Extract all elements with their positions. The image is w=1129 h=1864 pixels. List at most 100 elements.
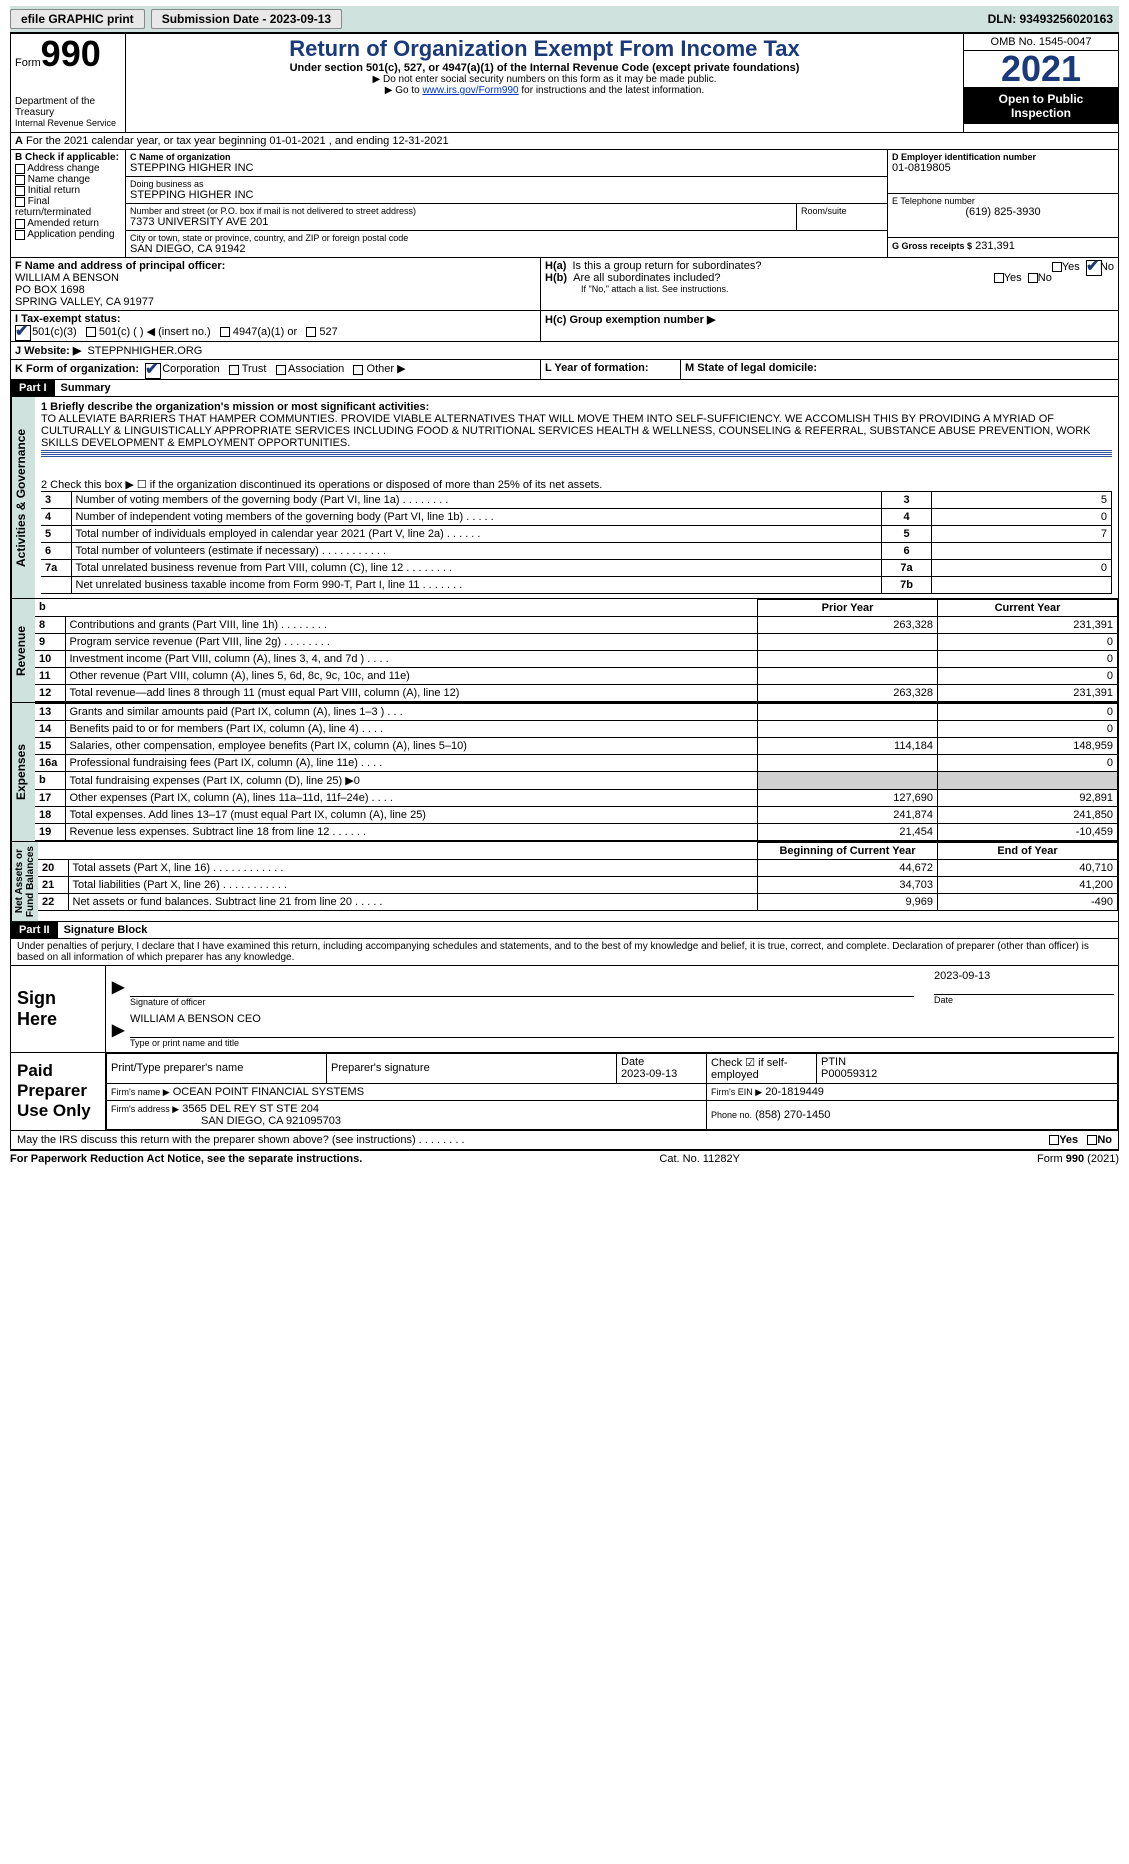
part2-title: Signature Block [58, 922, 154, 938]
website-value: STEPPNHIGHER.ORG [87, 345, 202, 357]
chk-amended[interactable]: Amended return [15, 218, 121, 229]
netassets-table: Beginning of Current Year End of Year20 … [38, 842, 1118, 911]
firm-name: OCEAN POINT FINANCIAL SYSTEMS [173, 1086, 364, 1098]
box-d-label: D Employer identification number [892, 152, 1114, 162]
form-title: Return of Organization Exempt From Incom… [132, 36, 957, 62]
part1-title: Summary [55, 380, 117, 396]
line2-text: 2 Check this box ▶ ☐ if the organization… [41, 478, 1112, 491]
tab-activities: Activities & Governance [11, 397, 35, 598]
phone-value: (619) 825-3930 [892, 206, 1114, 218]
room-label: Room/suite [797, 204, 887, 230]
ein-value: 01-0819805 [892, 162, 1114, 174]
arrow-icon: ▶ [112, 977, 120, 997]
line1-label: 1 Briefly describe the organization's mi… [41, 401, 1112, 413]
chk-address[interactable]: Address change [15, 163, 121, 174]
gross-receipts: 231,391 [975, 240, 1015, 252]
prep-self: Check ☑ if self-employed [707, 1053, 817, 1083]
submission-date-button[interactable]: Submission Date - 2023-09-13 [151, 9, 342, 29]
city-label: City or town, state or province, country… [130, 233, 883, 243]
dba-name: STEPPING HIGHER INC [130, 189, 883, 201]
chk-name[interactable]: Name change [15, 174, 121, 185]
officer-addr1: PO BOX 1698 [15, 284, 536, 296]
tab-expenses: Expenses [11, 703, 35, 841]
irs-link[interactable]: www.irs.gov/Form990 [422, 85, 518, 96]
chk-527[interactable]: 527 [306, 326, 337, 338]
firm-ein: 20-1819449 [765, 1086, 824, 1098]
arrow-icon: ▶ [112, 1020, 120, 1040]
tab-netassets: Net Assets orFund Balances [11, 842, 38, 921]
chk-other[interactable]: Other ▶ [353, 363, 405, 375]
revenue-table: b Prior Year Current Year8 Contributions… [35, 599, 1118, 702]
tab-revenue: Revenue [11, 599, 35, 702]
open-to-public: Open to Public Inspection [964, 88, 1118, 124]
sig-name-value: WILLIAM A BENSON CEO [130, 1013, 1114, 1025]
box-f-label: F Name and address of principal officer: [15, 260, 536, 272]
prep-sig-label: Preparer's signature [327, 1053, 617, 1083]
dln-text: DLN: 93493256020163 [988, 12, 1119, 26]
summary-table: 3 Number of voting members of the govern… [41, 491, 1112, 594]
officer-name: WILLIAM A BENSON [15, 272, 536, 284]
firm-addr2: SAN DIEGO, CA 921095703 [201, 1115, 341, 1127]
mission-text: TO ALLEVIATE BARRIERS THAT HAMPER COMMUN… [41, 413, 1112, 449]
part1-bar: Part I [11, 380, 55, 396]
box-hb: H(b) Are all subordinates included? Yes … [545, 272, 1114, 284]
form-goto: ▶ Go to www.irs.gov/Form990 for instruct… [132, 85, 957, 96]
street-value: 7373 UNIVERSITY AVE 201 [130, 216, 792, 228]
chk-discuss-yes[interactable] [1049, 1135, 1059, 1145]
prep-name-label: Print/Type preparer's name [107, 1053, 327, 1083]
sig-date-label: Date [934, 994, 1114, 1005]
line-a: For the 2021 calendar year, or tax year … [26, 135, 449, 147]
box-m: M State of legal domicile: [681, 360, 1118, 378]
chk-initial[interactable]: Initial return [15, 185, 121, 196]
paid-preparer-label: PaidPreparerUse Only [11, 1053, 106, 1130]
dba-label: Doing business as [130, 179, 883, 189]
footer-right: Form 990 (2021) [1037, 1153, 1119, 1165]
box-ha: H(a) Is this a group return for subordin… [545, 260, 1114, 272]
efile-print-button[interactable]: efile GRAPHIC print [10, 9, 145, 29]
box-j-label: J Website: ▶ [15, 345, 81, 357]
part2-bar: Part II [11, 922, 58, 938]
ptin-value: P00059312 [821, 1068, 877, 1080]
prep-date: 2023-09-13 [621, 1068, 677, 1080]
city-value: SAN DIEGO, CA 91942 [130, 243, 883, 255]
chk-assoc[interactable]: Association [276, 363, 345, 375]
form-number: 990 [41, 33, 101, 74]
sig-officer-label: Signature of officer [130, 996, 914, 1007]
expenses-table: 13 Grants and similar amounts paid (Part… [35, 703, 1118, 841]
sig-date-value: 2023-09-13 [934, 970, 1114, 982]
preparer-table: Print/Type preparer's name Preparer's si… [106, 1053, 1118, 1130]
firm-phone: (858) 270-1450 [755, 1109, 830, 1121]
chk-discuss-no[interactable] [1087, 1135, 1097, 1145]
discuss-text: May the IRS discuss this return with the… [17, 1134, 465, 1146]
sig-name-label: Type or print name and title [130, 1037, 1114, 1048]
box-c-label: C Name of organization [130, 152, 883, 162]
tax-year: 2021 [964, 51, 1118, 88]
box-l: L Year of formation: [541, 360, 681, 378]
irs-text: Internal Revenue Service [15, 118, 121, 128]
form-label: Form990 [15, 38, 121, 70]
form-nossn: ▶ Do not enter social security numbers o… [132, 74, 957, 85]
box-hc-label: H(c) Group exemption number ▶ [545, 314, 715, 326]
penalties-text: Under penalties of perjury, I declare th… [10, 939, 1119, 966]
box-k-label: K Form of organization: [15, 363, 139, 375]
firm-addr1: 3565 DEL REY ST STE 204 [182, 1103, 319, 1115]
box-e-label: E Telephone number [892, 196, 1114, 206]
officer-addr2: SPRING VALLEY, CA 91977 [15, 296, 536, 308]
chk-trust[interactable]: Trust [229, 363, 267, 375]
box-b-label: B Check if applicable: [15, 152, 121, 163]
chk-4947[interactable]: 4947(a)(1) or [220, 326, 297, 338]
footer-mid: Cat. No. 11282Y [659, 1153, 740, 1165]
chk-application[interactable]: Application pending [15, 229, 121, 240]
org-name: STEPPING HIGHER INC [130, 162, 883, 174]
chk-501c3[interactable]: 501(c)(3) [15, 326, 77, 338]
box-g-label: G Gross receipts $ [892, 241, 972, 251]
chk-corp[interactable]: Corporation [145, 363, 220, 375]
chk-501c[interactable]: 501(c) ( ) ◀ (insert no.) [86, 326, 211, 338]
toolbar: efile GRAPHIC print Submission Date - 20… [10, 6, 1119, 33]
sign-here-label: SignHere [11, 966, 106, 1052]
chk-final[interactable]: Final return/terminated [15, 196, 121, 218]
street-label: Number and street (or P.O. box if mail i… [130, 206, 792, 216]
box-hb-note: If "No," attach a list. See instructions… [545, 284, 1114, 294]
form-subtitle: Under section 501(c), 527, or 4947(a)(1)… [132, 62, 957, 74]
footer-left: For Paperwork Reduction Act Notice, see … [10, 1153, 362, 1165]
